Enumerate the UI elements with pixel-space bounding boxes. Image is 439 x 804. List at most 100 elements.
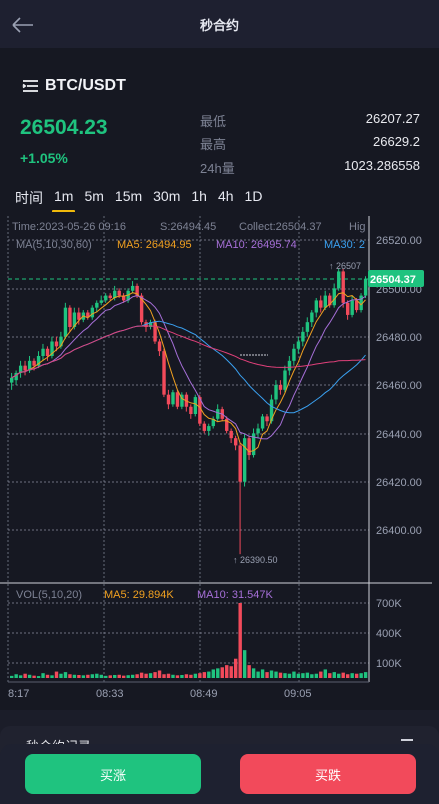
- volume-bar: [211, 669, 215, 678]
- volume-bar: [104, 675, 108, 678]
- volume-bar: [247, 665, 251, 678]
- y-axis-ticks: 26520.0026500.0026480.0026460.0026440.00…: [376, 235, 422, 537]
- candle-body: [337, 271, 341, 289]
- candle-body: [63, 307, 68, 337]
- tab-1h[interactable]: 1h: [191, 188, 207, 204]
- volume-bar: [198, 673, 202, 678]
- price-change: +1.05%: [20, 150, 68, 166]
- last-price-tag-text: 26504.37: [370, 274, 416, 286]
- candle-body: [332, 288, 336, 306]
- pair-selector[interactable]: BTC/USDT: [22, 77, 126, 95]
- volume-bar: [157, 670, 162, 678]
- last-price: 26504.23: [20, 116, 108, 139]
- interval-tabs: 时间 1m 5m 15m 30m 1h 4h 1D: [15, 188, 273, 213]
- volume-bar: [256, 671, 260, 678]
- kline-chart[interactable]: Time:2023-05-26 09:16 S:26494.45 Collect…: [0, 212, 439, 706]
- candle-body: [283, 370, 287, 390]
- volume-value: 1023.286558: [344, 158, 420, 173]
- candle-body: [171, 392, 175, 405]
- candle-body: [256, 428, 260, 434]
- candle-body: [153, 322, 157, 342]
- candle-body: [211, 418, 215, 427]
- volume-bar: [328, 673, 332, 678]
- candle-body: [68, 307, 72, 327]
- ma5-line: [11, 292, 366, 453]
- volume-bar: [126, 675, 130, 678]
- candle-body: [72, 312, 77, 327]
- x-tick-label: 8:17: [8, 688, 29, 700]
- volume-bar: [301, 673, 305, 678]
- tab-15m[interactable]: 15m: [114, 188, 143, 204]
- candle-body: [10, 377, 14, 383]
- candle-body: [189, 406, 193, 414]
- tab-1d[interactable]: 1D: [244, 188, 263, 204]
- volume-bar: [166, 673, 171, 678]
- volume-bar: [189, 674, 193, 678]
- action-bar: 买涨 买跌: [0, 744, 439, 804]
- volume-bar: [113, 675, 117, 678]
- volume-bar: [287, 673, 292, 678]
- volume-axis-ticks: 700K 400K 100K: [376, 598, 402, 670]
- tab-30m[interactable]: 30m: [153, 188, 181, 204]
- candle-body: [27, 360, 32, 371]
- volume-bar: [86, 674, 90, 678]
- buy-down-button[interactable]: 买跌: [240, 754, 416, 794]
- volume-bar: [305, 672, 310, 678]
- volume-bar: [153, 672, 157, 678]
- info-time: Time:2023-05-26 09:16: [12, 221, 126, 233]
- candle-body: [292, 348, 296, 361]
- tab-time[interactable]: 时间: [15, 190, 43, 206]
- candle-body: [269, 399, 274, 422]
- tab-4h[interactable]: 4h: [217, 188, 234, 204]
- ma-lines: [11, 292, 366, 453]
- candle-body: [323, 295, 327, 308]
- tab-1m[interactable]: 1m: [51, 188, 76, 213]
- volume-bar: [202, 672, 207, 678]
- candle-body: [234, 438, 238, 446]
- candle-body: [99, 300, 103, 303]
- candle-body: [346, 302, 350, 315]
- ma30-legend: MA30: 2: [324, 239, 365, 251]
- vol-ma10-legend: MA10: 31.547K: [197, 589, 273, 601]
- candle-body: [104, 295, 108, 301]
- x-tick-label: 08:49: [190, 688, 218, 700]
- back-arrow-icon[interactable]: [10, 12, 36, 38]
- candle-body: [247, 438, 251, 456]
- volume-bar: [260, 669, 265, 678]
- candle-body: [148, 322, 153, 327]
- volume-bar: [27, 674, 32, 678]
- volume-bar: [108, 675, 112, 678]
- candle-body: [14, 372, 18, 381]
- pair-name: BTC/USDT: [45, 77, 126, 94]
- volume-bar: [135, 674, 139, 678]
- volume-bar: [68, 674, 72, 678]
- candle-body: [175, 392, 180, 407]
- candle-body: [278, 385, 283, 390]
- vol-tick-label: 700K: [376, 598, 402, 610]
- volume-bar: [314, 673, 319, 678]
- volume-bar: [234, 658, 238, 678]
- candle-body: [50, 341, 54, 356]
- candle-body: [95, 302, 99, 308]
- vol-tick-label: 100K: [376, 658, 402, 670]
- candle-body: [122, 295, 126, 301]
- volume-bar: [77, 675, 81, 678]
- tab-5m[interactable]: 5m: [84, 188, 104, 204]
- ma5-legend: MA5: 26494.95: [117, 239, 192, 251]
- volume-bar: [148, 673, 153, 678]
- candle-body: [363, 278, 368, 296]
- candle-body: [23, 365, 27, 371]
- candle-body: [238, 445, 242, 482]
- volume-bar: [323, 669, 327, 678]
- volume-bar: [363, 672, 368, 678]
- volume-bar: [117, 674, 121, 678]
- ma10-line: [11, 295, 366, 440]
- candle-body: [139, 295, 144, 323]
- buy-up-button[interactable]: 买涨: [25, 754, 201, 794]
- candle-body: [328, 295, 332, 306]
- volume-bar: [242, 650, 247, 678]
- candle-body: [314, 300, 319, 313]
- volume-bar: [354, 673, 359, 678]
- candle-body: [305, 322, 310, 332]
- low-label: 最低: [200, 114, 227, 129]
